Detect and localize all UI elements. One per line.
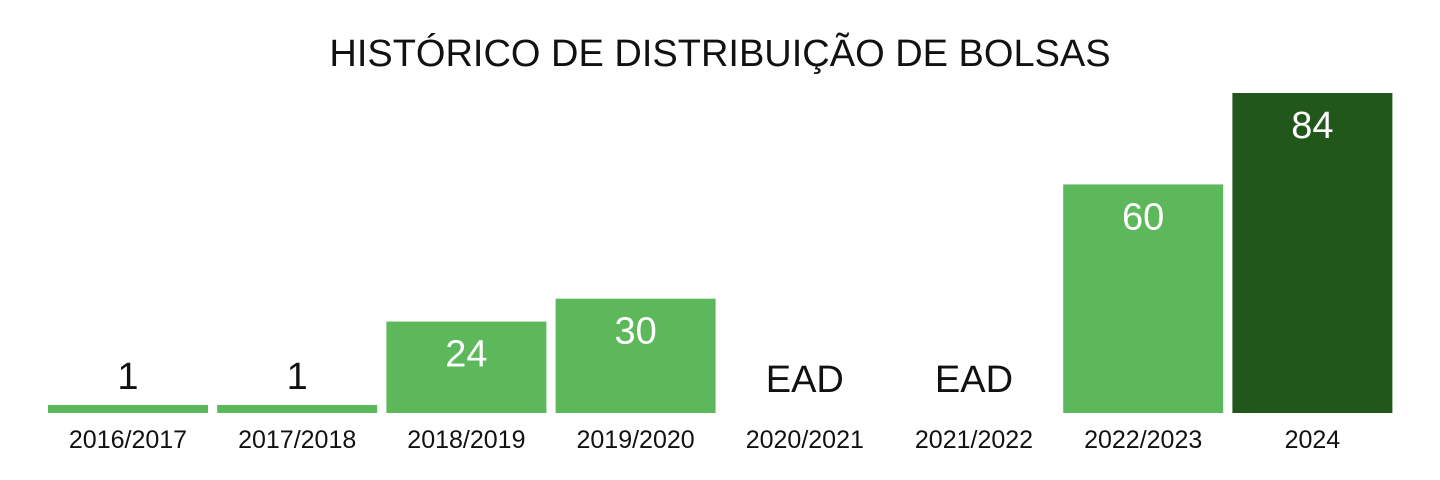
category-label-2017-2018: 2017/2018 bbox=[238, 426, 356, 454]
data-label-2024: 84 bbox=[1291, 105, 1333, 147]
data-labels-layer: 1 1 24 30 EAD EAD 60 84 bbox=[117, 105, 1333, 401]
data-label-2020-2021: EAD bbox=[766, 359, 844, 401]
category-label-2020-2021: 2020/2021 bbox=[746, 426, 864, 454]
bar-2019-2020 bbox=[555, 298, 716, 413]
chart-title: HISTÓRICO DE DISTRIBUIÇÃO DE BOLSAS bbox=[329, 32, 1110, 75]
bar-2022-2023 bbox=[1063, 184, 1224, 413]
category-label-2022-2023: 2022/2023 bbox=[1084, 426, 1202, 454]
data-label-2021-2022: EAD bbox=[935, 359, 1013, 401]
category-label-2019-2020: 2019/2020 bbox=[577, 426, 695, 454]
data-label-2018-2019: 24 bbox=[445, 334, 487, 376]
data-label-2022-2023: 60 bbox=[1122, 196, 1164, 238]
bar-2016-2017 bbox=[48, 405, 208, 413]
category-label-2021-2022: 2021/2022 bbox=[915, 426, 1033, 454]
category-label-2018-2019: 2018/2019 bbox=[407, 426, 525, 454]
category-label-2024: 2024 bbox=[1285, 426, 1341, 454]
category-labels-layer: 2016/2017 2017/2018 2018/2019 2019/2020 2020… bbox=[69, 426, 1340, 454]
bar-2018-2019 bbox=[386, 321, 547, 413]
bars-layer bbox=[48, 93, 1393, 413]
data-label-2017-2018: 1 bbox=[287, 356, 308, 398]
bar-2017-2018 bbox=[217, 405, 378, 413]
data-label-2019-2020: 30 bbox=[614, 311, 656, 353]
data-label-2016-2017: 1 bbox=[117, 356, 138, 398]
bar-2024 bbox=[1232, 93, 1393, 413]
category-label-2016-2017: 2016/2017 bbox=[69, 426, 187, 454]
